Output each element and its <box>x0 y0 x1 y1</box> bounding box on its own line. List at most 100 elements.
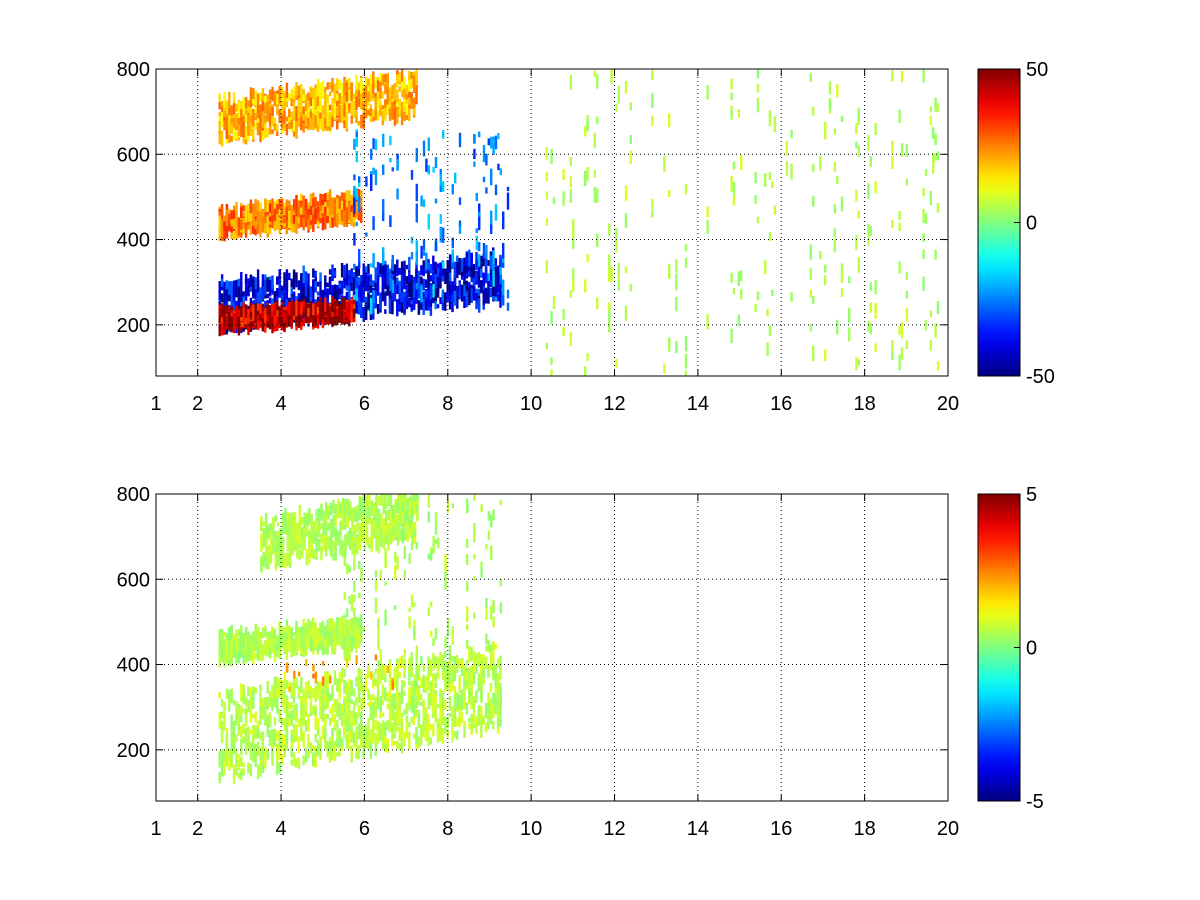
heatmap-cell <box>254 629 257 642</box>
heatmap-cell <box>362 733 365 745</box>
heatmap-cell <box>869 302 872 313</box>
heatmap-cell <box>482 295 485 305</box>
heatmap-cell <box>444 650 447 658</box>
heatmap-cell <box>439 728 442 735</box>
heatmap-cell <box>408 93 411 105</box>
heatmap-cell <box>304 271 308 286</box>
heatmap-cell <box>283 698 286 714</box>
heatmap-cell <box>458 705 461 724</box>
heatmap-cell <box>338 208 341 217</box>
heatmap-cell <box>425 290 428 298</box>
heatmap-cell <box>824 124 827 140</box>
heatmap-cell <box>367 717 370 734</box>
heatmap-cell <box>472 286 476 301</box>
heatmap-cell <box>309 204 313 211</box>
heatmap-cell <box>343 628 346 642</box>
heatmap-cell <box>396 278 399 284</box>
heatmap-cell <box>343 668 346 678</box>
heatmap-cell <box>900 322 904 338</box>
heatmap-cell <box>374 80 377 89</box>
heatmap-cell <box>812 296 815 304</box>
heatmap-cell <box>369 285 373 293</box>
heatmap-cell <box>448 659 452 671</box>
heatmap-cell <box>242 218 245 224</box>
heatmap-cell <box>285 625 289 633</box>
heatmap-cell <box>332 515 335 523</box>
heatmap-cell <box>343 112 346 124</box>
heatmap-cell <box>285 116 289 122</box>
heatmap-cell <box>389 215 392 227</box>
heatmap-cell <box>232 127 236 141</box>
heatmap-cell <box>285 724 289 741</box>
heatmap-cell <box>372 672 375 678</box>
heatmap-cell <box>276 107 279 116</box>
heatmap-cell <box>254 645 257 652</box>
heatmap-cell <box>278 646 281 657</box>
heatmap-cell <box>271 741 274 753</box>
heatmap-cell <box>405 285 409 301</box>
heatmap-cell <box>252 690 255 708</box>
heatmap-cell <box>463 257 466 263</box>
heatmap-cell <box>391 725 394 740</box>
heatmap-cell <box>350 303 353 313</box>
heatmap-cell <box>463 688 466 702</box>
heatmap-cell <box>453 706 457 723</box>
heatmap-cell <box>434 297 437 310</box>
heatmap-cell <box>756 216 760 224</box>
heatmap-cell <box>412 297 416 311</box>
heatmap-cell <box>393 264 397 273</box>
heatmap-cell <box>254 652 257 660</box>
heatmap-cell <box>424 295 428 310</box>
heatmap-cell <box>764 260 767 275</box>
heatmap-cell <box>314 718 317 729</box>
heatmap-cell <box>351 541 354 555</box>
heatmap-cell <box>218 216 221 234</box>
heatmap-cell <box>358 176 361 185</box>
heatmap-cell <box>350 731 353 740</box>
heatmap-cell <box>273 631 277 639</box>
heatmap-cell <box>615 227 618 243</box>
heatmap-cell <box>448 672 452 685</box>
heatmap-cell <box>434 198 438 204</box>
heatmap-cell <box>936 203 940 213</box>
heatmap-cell <box>348 625 351 632</box>
heatmap-cell <box>336 729 339 742</box>
heatmap-cell <box>367 732 370 749</box>
heatmap-cell <box>499 168 502 176</box>
heatmap-cell <box>379 99 382 105</box>
heatmap-cell <box>280 680 284 692</box>
heatmap-cell <box>420 656 423 665</box>
heatmap-cell <box>218 324 221 332</box>
heatmap-cell <box>460 689 464 704</box>
heatmap-cell <box>550 311 553 325</box>
heatmap-cell <box>348 312 351 321</box>
heatmap-cell <box>355 96 358 111</box>
heatmap-cell <box>345 716 349 723</box>
heatmap-cell <box>276 730 279 741</box>
heatmap-cell <box>379 87 382 99</box>
heatmap-cell <box>326 740 329 751</box>
heatmap-cell <box>244 97 248 109</box>
heatmap-cell <box>264 212 267 217</box>
heatmap-cell <box>451 706 454 721</box>
heatmap-cell <box>280 214 284 224</box>
heatmap-cell <box>268 125 272 135</box>
heatmap-cell <box>324 730 327 746</box>
heatmap-cell <box>285 220 289 228</box>
heatmap-cell <box>420 727 423 737</box>
heatmap-cell <box>314 200 317 209</box>
heatmap-cell <box>254 199 257 217</box>
heatmap-cell <box>351 515 354 531</box>
heatmap-cell <box>403 105 406 116</box>
heatmap-cell <box>499 282 502 297</box>
heatmap-cell <box>453 694 457 709</box>
heatmap-cell <box>290 215 293 223</box>
heatmap-cell <box>307 641 310 647</box>
heatmap-cell <box>328 91 332 97</box>
heatmap-cell <box>360 285 363 302</box>
heatmap-cell <box>288 713 291 725</box>
heatmap-cell <box>396 95 399 102</box>
heatmap-cell <box>675 296 678 312</box>
heatmap-cell <box>247 106 250 113</box>
heatmap-cell <box>304 623 308 639</box>
